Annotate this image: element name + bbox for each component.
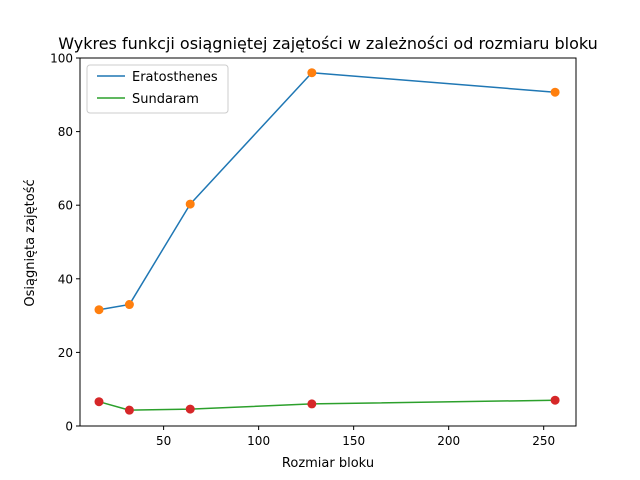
x-tick-label-3: 200 [437, 434, 460, 448]
y-tick-label-2: 40 [58, 272, 73, 286]
axes-frame [79, 57, 577, 427]
y-axis-label: Osiągnięta zajętość [23, 179, 38, 306]
data-point-eratosthenes-1 [124, 300, 134, 310]
x-axis-label: Rozmiar bloku [282, 456, 374, 471]
x-tick-label-1: 100 [247, 434, 270, 448]
x-tick-label-0: 50 [156, 434, 171, 448]
legend: Eratosthenes Sundaram [86, 64, 229, 114]
data-point-eratosthenes-0 [94, 305, 104, 315]
y-tick-label-0: 0 [65, 420, 73, 434]
data-point-eratosthenes-4 [550, 87, 560, 97]
chart-title: Wykres funkcji osiągniętej zajętości w z… [58, 34, 598, 53]
data-point-sundaram-4 [550, 395, 560, 405]
data-point-sundaram-1 [124, 405, 134, 415]
plot-area: 50 100 150 200 250 0 20 40 60 80 100 [50, 52, 577, 448]
data-point-eratosthenes-2 [185, 199, 195, 209]
data-point-sundaram-3 [307, 399, 317, 409]
y-tick-label-3: 60 [58, 199, 73, 213]
x-tick-label-4: 250 [532, 434, 555, 448]
y-tick-label-4: 80 [58, 125, 73, 139]
x-tick-label-2: 150 [342, 434, 365, 448]
y-tick-label-5: 100 [50, 52, 73, 66]
legend-label-eratosthenes: Eratosthenes [132, 70, 218, 85]
legend-label-sundaram: Sundaram [132, 92, 199, 107]
data-point-eratosthenes-3 [307, 68, 317, 78]
data-point-sundaram-0 [94, 397, 104, 407]
data-point-sundaram-2 [185, 404, 195, 414]
legend-box [86, 64, 229, 114]
y-tick-label-1: 20 [58, 346, 73, 360]
